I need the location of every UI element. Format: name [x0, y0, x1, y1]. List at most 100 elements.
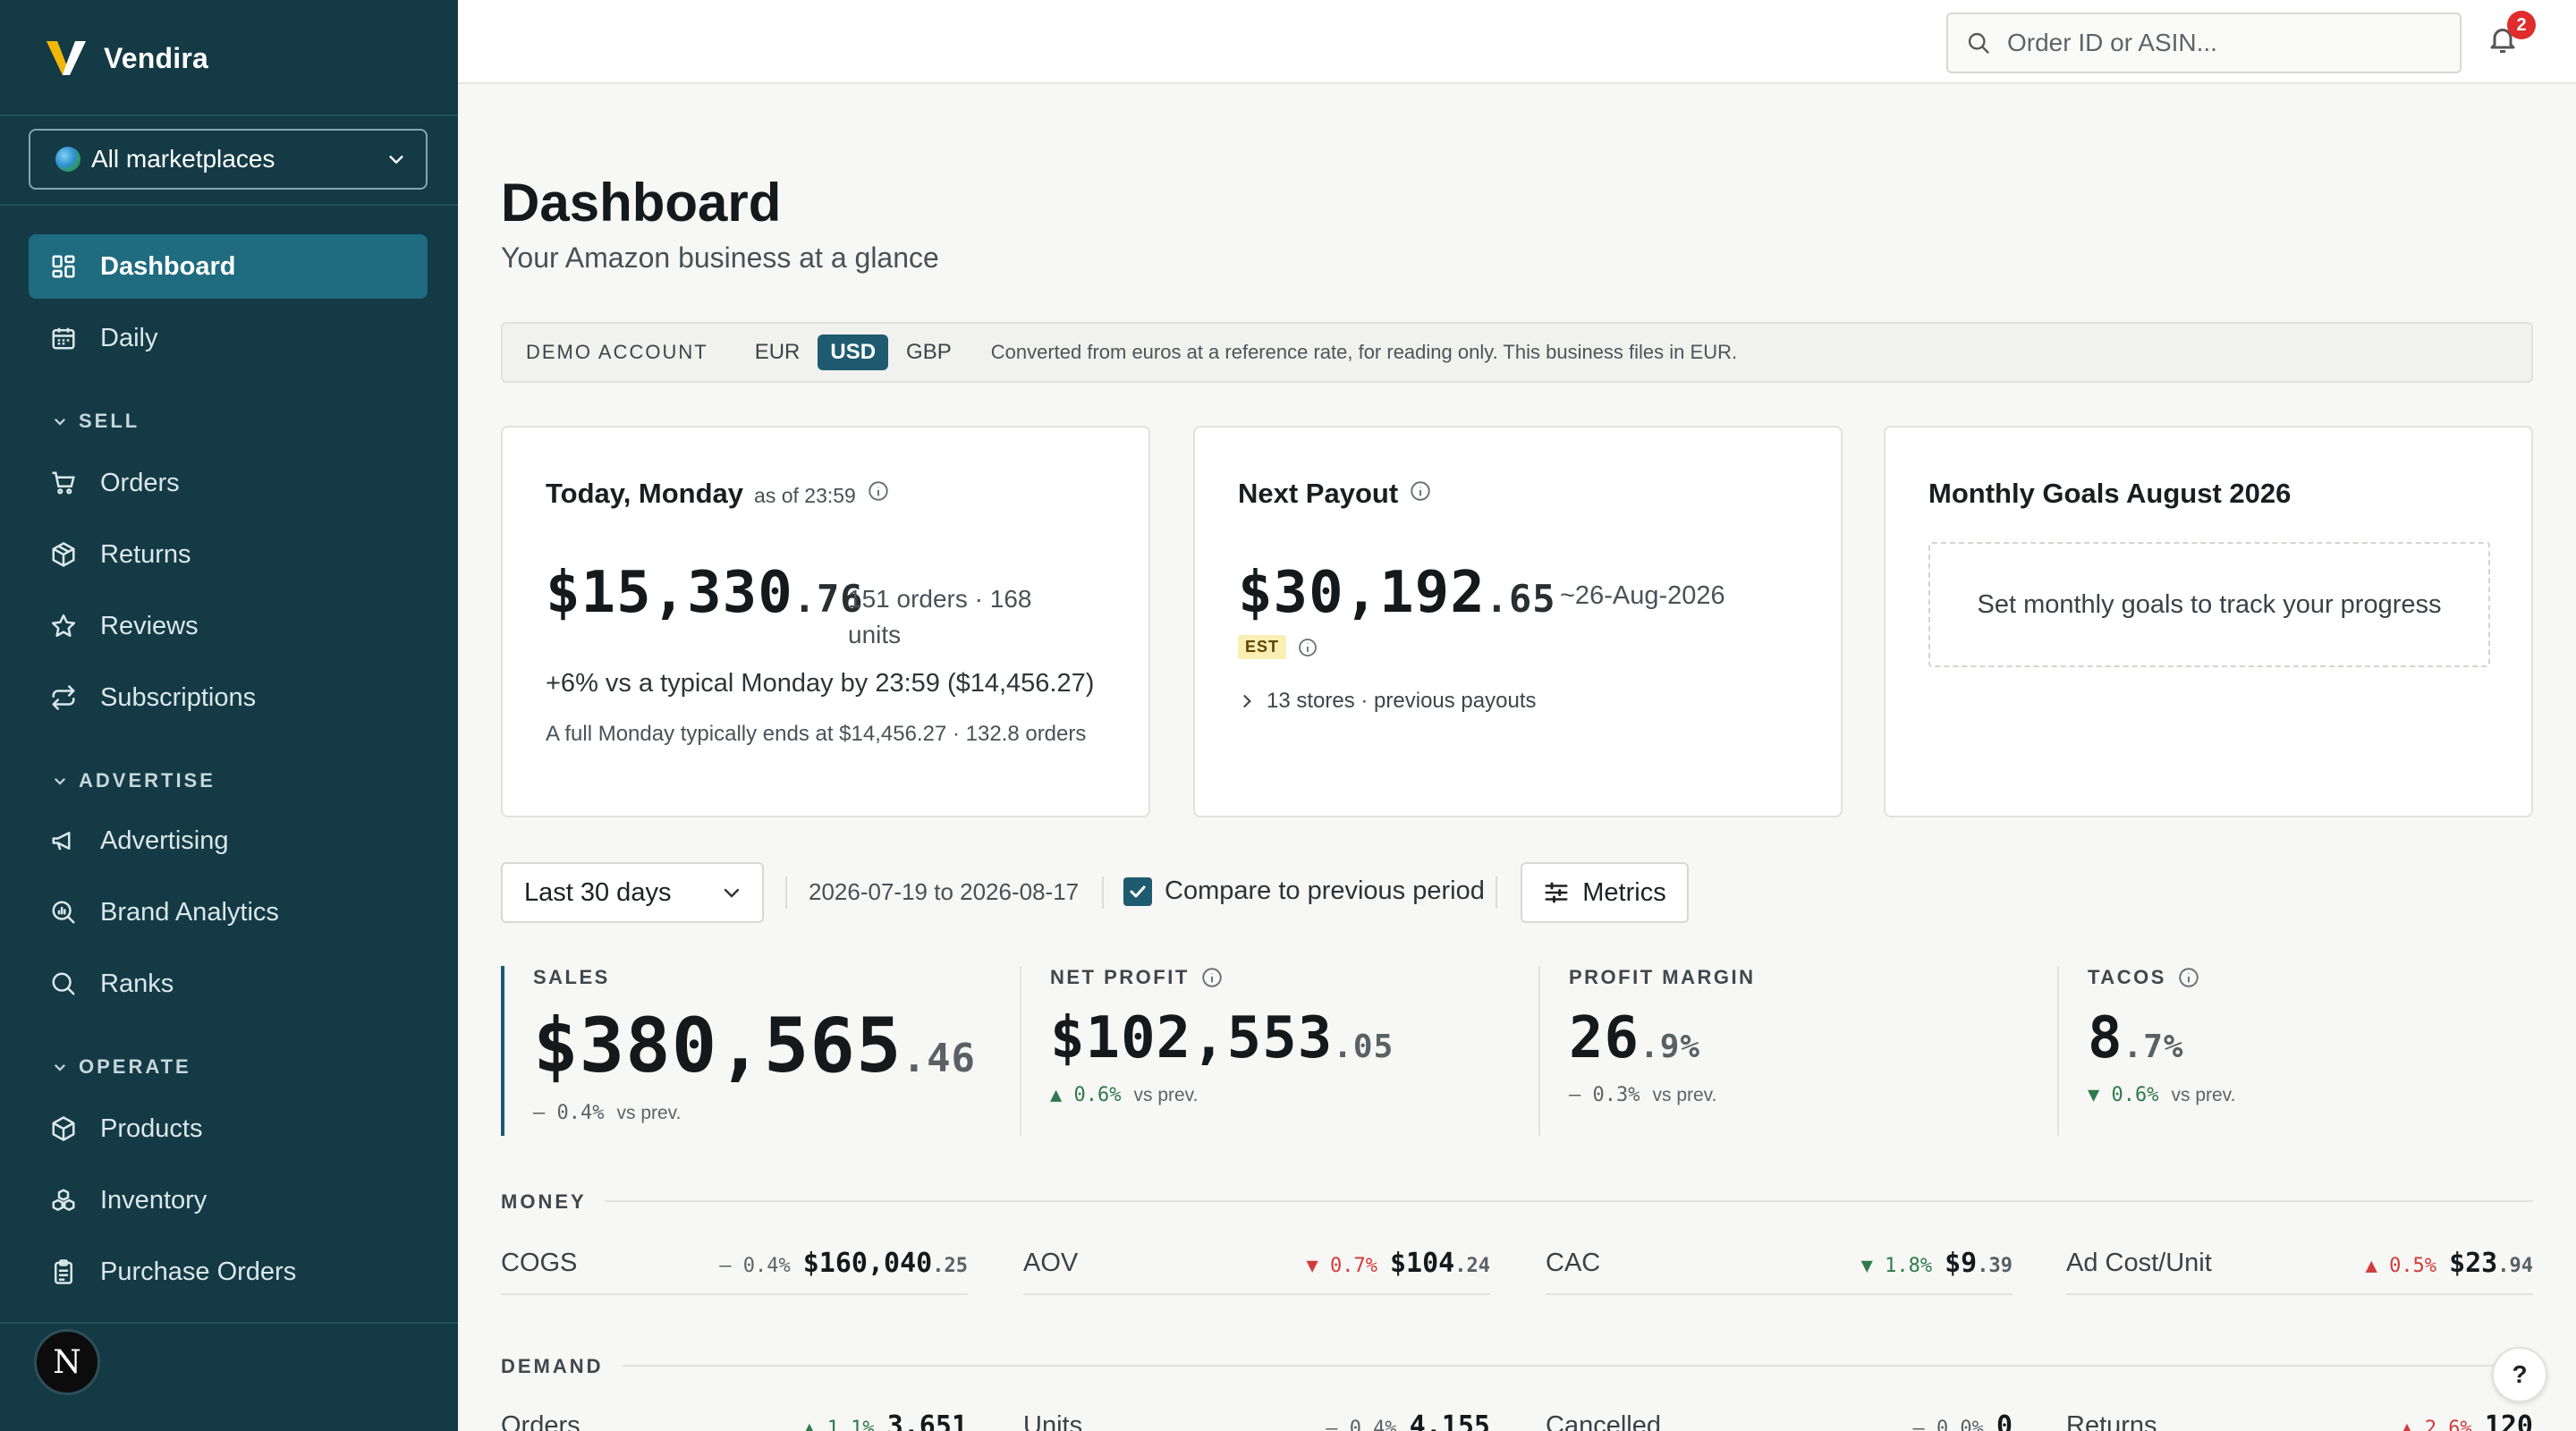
set-goals-prompt[interactable]: Set monthly goals to track your progress [1928, 542, 2490, 667]
sidebar-item-purchase-orders[interactable]: Purchase Orders [29, 1240, 428, 1304]
chevron-right-icon [1243, 695, 1251, 707]
typical-note: A full Monday typically ends at $14,456.… [546, 722, 1087, 746]
demo-account-label: DEMO ACCOUNT [526, 341, 708, 363]
amount-main: $15,330 [546, 560, 793, 626]
metric-label: CAC [1546, 1248, 1601, 1277]
sidebar-item-label: Subscriptions [100, 682, 257, 712]
currency-gbp[interactable]: GBP [906, 340, 952, 364]
sidebar-item-label: Ranks [100, 969, 174, 998]
metric-row-cancelled[interactable]: Cancelled – 0.0% 0 [1546, 1395, 2012, 1431]
sidebar-item-label: Daily [100, 323, 158, 352]
chevron-down-icon [54, 777, 66, 785]
metric-value: 0 [1996, 1410, 2012, 1431]
sidebar-item-label: Products [100, 1113, 203, 1143]
sidebar-item-label: Dashboard [100, 251, 236, 281]
value-cents: .25 [932, 1254, 968, 1277]
section-label: OPERATE [79, 1055, 191, 1078]
chevron-down-icon [54, 1063, 66, 1071]
metric-label: Cancelled [1546, 1410, 1661, 1431]
value-cents: .24 [1454, 1254, 1490, 1277]
date-range-select[interactable]: Last 30 days [501, 862, 764, 923]
section-advertise[interactable]: ADVERTISE [52, 769, 216, 792]
avatar[interactable]: N [34, 1329, 100, 1395]
vs-prev-label: vs prev. [616, 1102, 682, 1123]
section-sell[interactable]: SELL [52, 410, 140, 433]
metric-row-ad-cost-unit[interactable]: Ad Cost/Unit ▲ 0.5% $23.94 [2066, 1232, 2533, 1295]
sidebar-item-label: Purchase Orders [100, 1257, 297, 1286]
search-box[interactable] [1946, 13, 2462, 73]
estimate-row: EST [1238, 635, 1318, 659]
metric-row-cac[interactable]: CAC ▼ 1.8% $9.39 [1546, 1232, 2012, 1295]
boxes-icon [52, 1189, 75, 1211]
metric-change: – 0.4% [719, 1254, 791, 1277]
calendar-icon [52, 327, 75, 350]
value-cents: .94 [2497, 1254, 2533, 1277]
section-label: SELL [79, 410, 140, 432]
date-range-value: Last 30 days [524, 877, 672, 907]
sidebar-item-daily[interactable]: Daily [29, 306, 428, 370]
marketplace-label: All marketplaces [91, 145, 275, 173]
sidebar-item-label: Returns [100, 539, 191, 569]
info-icon[interactable] [1200, 966, 1224, 989]
info-icon[interactable] [1409, 479, 1432, 503]
metric-row-aov[interactable]: AOV ▼ 0.7% $104.24 [1023, 1232, 1490, 1295]
kpi-label-text: NET PROFIT [1050, 966, 1190, 988]
sidebar-item-brand-analytics[interactable]: Brand Analytics [29, 880, 428, 944]
metrics-button[interactable]: Metrics [1521, 862, 1689, 923]
sidebar-item-ranks[interactable]: Ranks [29, 952, 428, 1016]
metric-values: ▲ 0.5% $23.94 [2366, 1248, 2533, 1279]
goals-card-title: Monthly Goals August 2026 [1928, 478, 2291, 510]
search-input[interactable] [2007, 29, 2436, 57]
metric-value: 120 [2484, 1410, 2533, 1431]
kpi-cents: .05 [1333, 1029, 1394, 1065]
section-operate[interactable]: OPERATE [52, 1055, 191, 1079]
sidebar-item-label: Inventory [100, 1185, 208, 1215]
vendira-logo-icon [47, 41, 86, 75]
stores-toggle[interactable]: 13 stores · previous payouts [1238, 689, 1537, 714]
goals-title: Monthly Goals August 2026 [1928, 478, 2292, 509]
value-cents: .39 [1977, 1254, 2012, 1277]
chevron-down-icon [724, 888, 740, 898]
vs-prev-label: vs prev. [1652, 1084, 1717, 1105]
compare-checkbox[interactable] [1123, 876, 1152, 906]
marketplace-select[interactable]: All marketplaces [29, 129, 428, 190]
value-main: $9 [1945, 1247, 1978, 1279]
help-button[interactable]: ? [2492, 1347, 2547, 1402]
metric-row-returns[interactable]: Returns ▲ 2.6% 120 [2066, 1395, 2533, 1431]
sidebar-item-reviews[interactable]: Reviews [29, 594, 428, 658]
metric-row-units[interactable]: Units – 0.4% 4,155 [1023, 1395, 1490, 1431]
kpi-cents: .9% [1640, 1029, 1701, 1065]
kpi-net-profit[interactable]: NET PROFIT $102,553.05 ▲ 0.6% vs prev. [1050, 966, 1394, 1136]
sidebar-item-orders[interactable]: Orders [29, 451, 428, 515]
sidebar-item-subscriptions[interactable]: Subscriptions [29, 665, 428, 730]
metric-values: – 0.4% $160,040.25 [719, 1248, 968, 1279]
today-sales-amount: $15,330.76 [546, 560, 864, 626]
metric-values: ▼ 1.8% $9.39 [1861, 1248, 2012, 1279]
kpi-tacos[interactable]: TACOS 8.7% ▼ 0.6% vs prev. [2088, 966, 2235, 1136]
currency-usd[interactable]: USD [818, 334, 889, 370]
sidebar-item-inventory[interactable]: Inventory [29, 1168, 428, 1232]
sidebar-item-advertising[interactable]: Advertising [29, 809, 428, 873]
sidebar-item-products[interactable]: Products [29, 1097, 428, 1161]
notifications-button[interactable] [2487, 23, 2522, 59]
metric-row-orders[interactable]: Orders ▲ 1.1% 3,651 [501, 1395, 968, 1431]
compare-toggle[interactable]: Compare to previous period [1123, 876, 1485, 906]
kpi-profit-margin[interactable]: PROFIT MARGIN 26.9% – 0.3% vs prev. [1569, 966, 1756, 1136]
metrics-label: Metrics [1582, 877, 1666, 907]
info-icon[interactable] [2177, 966, 2200, 989]
selected-kpi-indicator [501, 966, 504, 1136]
brand[interactable]: Vendira [45, 36, 208, 80]
value-main: $104 [1390, 1247, 1455, 1279]
info-icon[interactable] [867, 479, 890, 503]
metric-label: Returns [2066, 1410, 2157, 1431]
sidebar-item-dashboard[interactable]: Dashboard [29, 234, 428, 299]
sidebar-item-label: Advertising [100, 826, 229, 855]
box-icon [52, 1116, 75, 1141]
metric-row-cogs[interactable]: COGS – 0.4% $160,040.25 [501, 1232, 968, 1295]
kpi-sales[interactable]: SALES $380,565.46 – 0.4% vs prev. [533, 966, 976, 1136]
amount-cents: .65 [1485, 577, 1556, 621]
info-icon[interactable] [1297, 637, 1318, 658]
sidebar-item-returns[interactable]: Returns [29, 522, 428, 587]
compare-label: Compare to previous period [1165, 876, 1485, 905]
currency-eur[interactable]: EUR [754, 340, 801, 364]
